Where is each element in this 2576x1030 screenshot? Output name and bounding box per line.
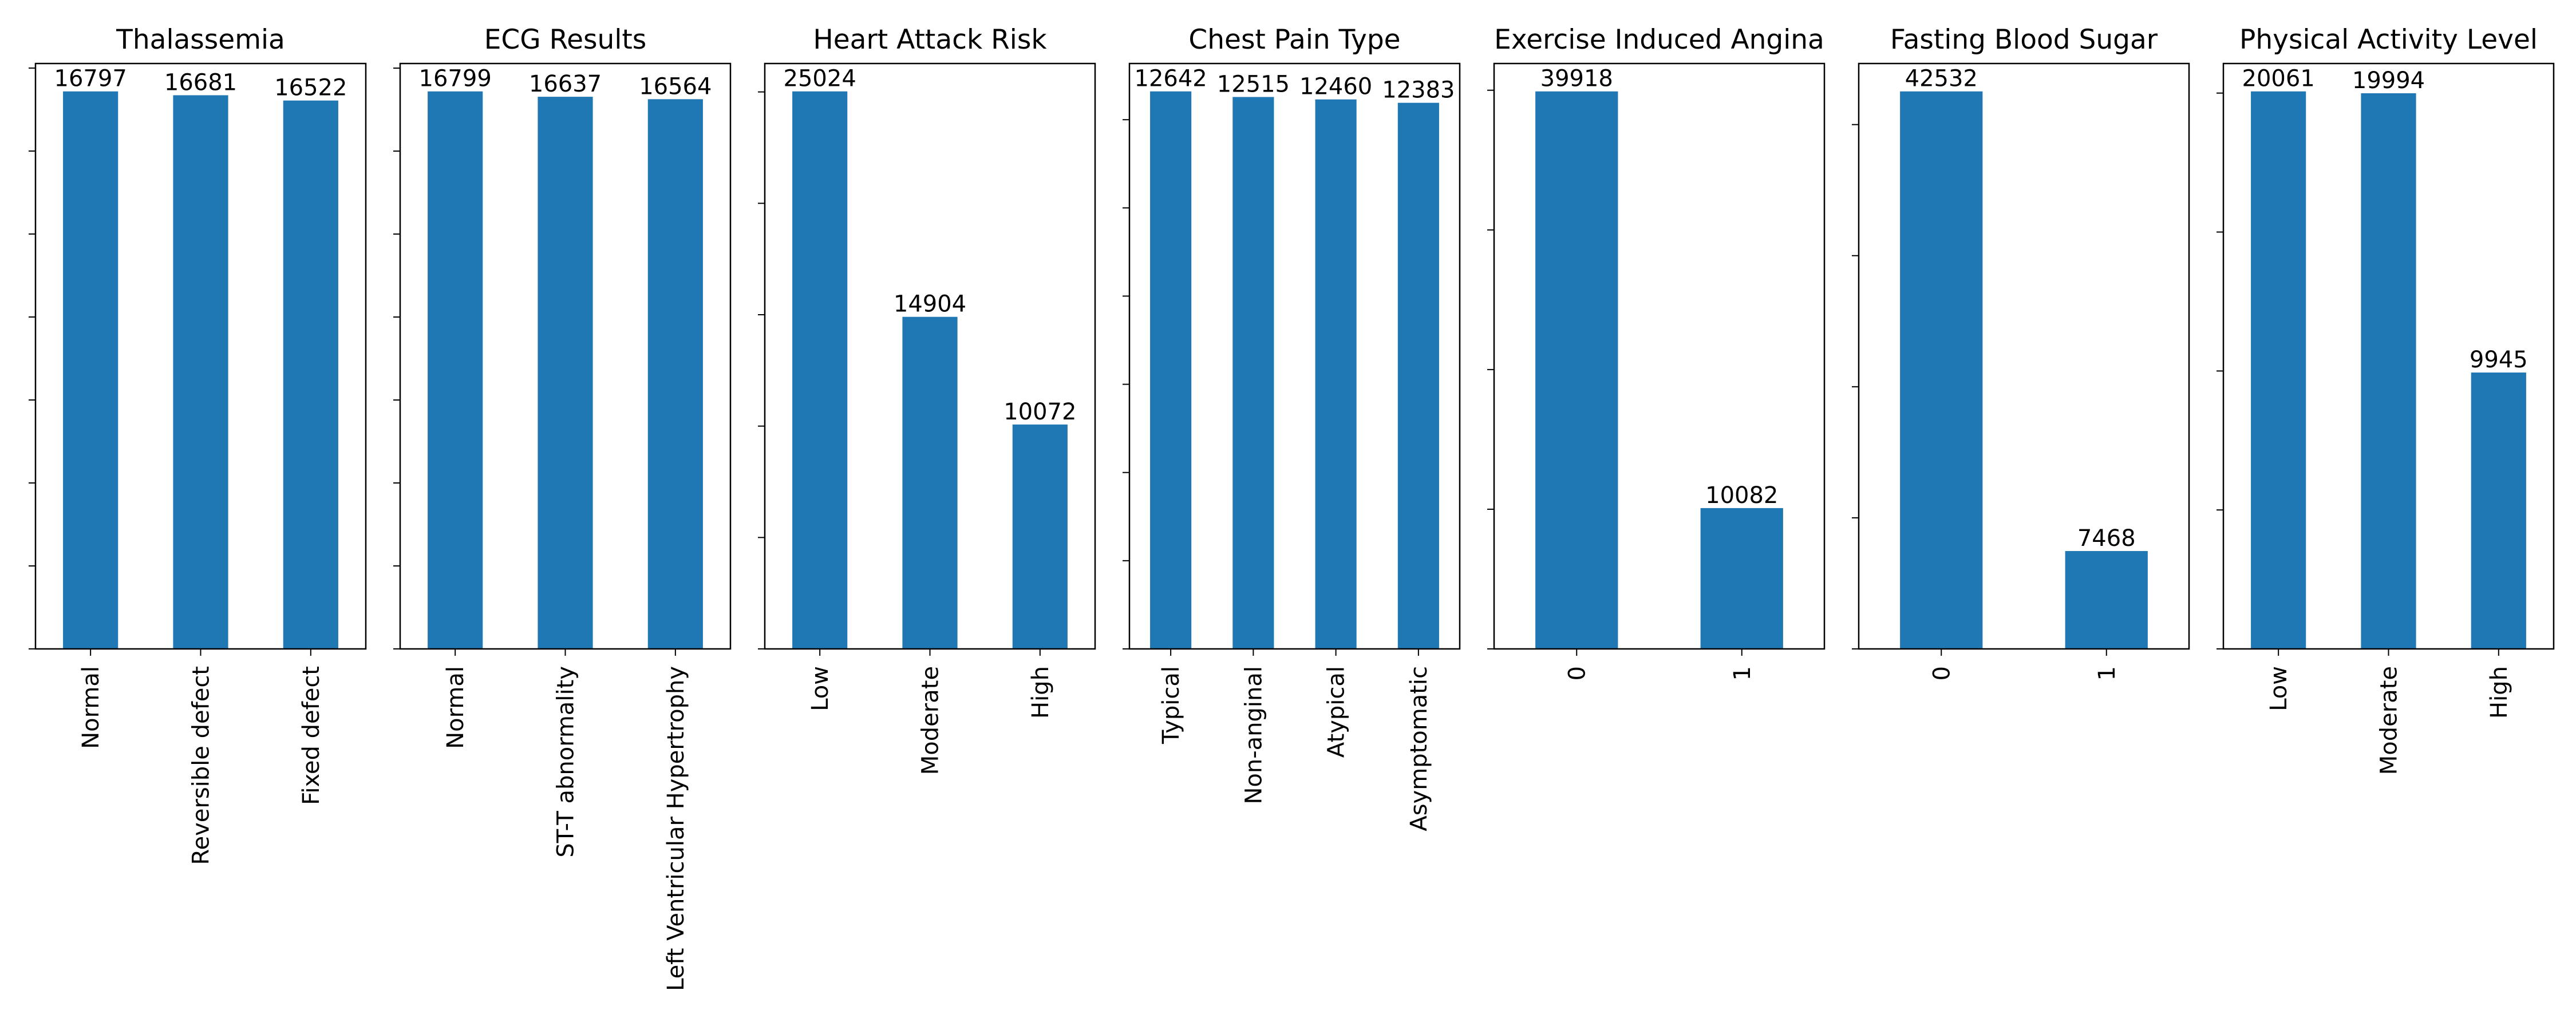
chart-title: Thalassemia <box>116 24 285 56</box>
chart-panel: ECG Results 16799 16637 16564 Normal ST-T abn… <box>393 24 732 991</box>
bar <box>902 316 958 649</box>
plot-frame <box>1128 62 1461 650</box>
bar <box>63 91 118 649</box>
bar <box>2065 550 2148 649</box>
chart-panel: Chest Pain Type 12642 12515 12460 12383 Typic… <box>1123 24 1461 831</box>
x-tick-label: ST-T abnormality <box>553 666 579 858</box>
bar <box>173 95 228 649</box>
bar <box>1232 97 1274 649</box>
chart-panel: Fasting Blood Sugar 42532 7468 0 1 <box>1852 24 2190 680</box>
bar <box>647 99 703 649</box>
bar-value-label: 25024 <box>784 66 856 92</box>
x-tick-label: 0 <box>1564 666 1590 680</box>
bar-value-label: 12460 <box>1299 74 1372 100</box>
x-tick-label: Moderate <box>918 666 944 775</box>
bar <box>283 100 338 649</box>
bar <box>1900 91 1983 649</box>
x-tick-label: Non-anginal <box>1240 666 1267 805</box>
x-tick-label: Low <box>2266 666 2292 711</box>
plot-frame <box>1858 62 2190 650</box>
bar-value-label: 16681 <box>164 69 237 96</box>
chart-panel: Thalassemia 16797 16681 16522 Normal Reversib… <box>29 24 367 865</box>
bar <box>1315 99 1357 649</box>
chart-panel: Exercise Induced Angina 39918 10082 0 1 <box>1487 24 1826 680</box>
bar-value-label: 12642 <box>1135 66 1207 92</box>
plot-frame <box>1493 62 1826 650</box>
bar-value-label: 16797 <box>54 66 127 92</box>
bar <box>1397 102 1439 649</box>
bar <box>1150 91 1192 649</box>
bar-value-label: 7468 <box>2077 525 2136 552</box>
bar-value-label: 16799 <box>419 66 492 92</box>
x-tick-label: Reversible defect <box>188 666 215 865</box>
chart-title: Chest Pain Type <box>1188 24 1400 56</box>
x-tick-label: 1 <box>1729 666 1756 680</box>
x-tick-label: Fixed defect <box>298 666 325 805</box>
x-tick-label: Normal <box>78 666 104 749</box>
bar <box>1535 91 1618 649</box>
bar <box>428 91 483 649</box>
bar <box>538 97 593 649</box>
bar <box>792 91 848 649</box>
x-tick-label: High <box>2486 666 2512 719</box>
bar <box>2361 93 2416 649</box>
bar-value-label: 16522 <box>274 75 347 101</box>
bar-value-label: 20061 <box>2242 66 2315 92</box>
bar <box>2471 373 2526 649</box>
bar-value-label: 39918 <box>1540 66 1613 92</box>
bar-value-label: 9945 <box>2470 347 2528 373</box>
x-tick-label: Atypical <box>1323 666 1350 758</box>
bar-value-label: 14904 <box>894 291 966 318</box>
x-tick-label: Asymptomatic <box>1406 666 1432 831</box>
chart-title: Physical Activity Level <box>2239 24 2538 56</box>
x-tick-label: 0 <box>1929 666 1955 680</box>
x-tick-label: Typical <box>1158 666 1184 744</box>
chart-panel: Physical Activity Level 20061 19994 9945 Low… <box>2217 24 2555 775</box>
bar-value-label: 19994 <box>2352 68 2425 94</box>
chart-panel: Heart Attack Risk 25024 14904 10072 Low Moder… <box>758 24 1096 775</box>
x-tick-label: Left Ventricular Hypertrophy <box>663 666 689 991</box>
bar-value-label: 42532 <box>1905 66 1978 92</box>
x-tick-label: Moderate <box>2376 666 2403 775</box>
bar-value-label: 12515 <box>1217 71 1290 97</box>
x-tick-label: 1 <box>2094 666 2120 680</box>
chart-title: Heart Attack Risk <box>813 24 1047 56</box>
bar <box>1012 424 1068 649</box>
bar-value-label: 16564 <box>639 73 712 100</box>
x-tick-label: High <box>1028 666 1054 719</box>
bar-value-label: 10082 <box>1705 482 1778 509</box>
bar-value-label: 10072 <box>1003 399 1076 425</box>
bar <box>2251 91 2306 649</box>
chart-title: ECG Results <box>484 24 647 56</box>
chart-title: Fasting Blood Sugar <box>1890 24 2158 56</box>
bar <box>1700 508 1783 649</box>
bar-value-label: 16637 <box>529 71 602 97</box>
x-tick-label: Low <box>807 666 833 711</box>
bar-value-label: 12383 <box>1382 77 1455 104</box>
chart-title: Exercise Induced Angina <box>1494 24 1824 56</box>
x-tick-label: Normal <box>442 666 469 749</box>
